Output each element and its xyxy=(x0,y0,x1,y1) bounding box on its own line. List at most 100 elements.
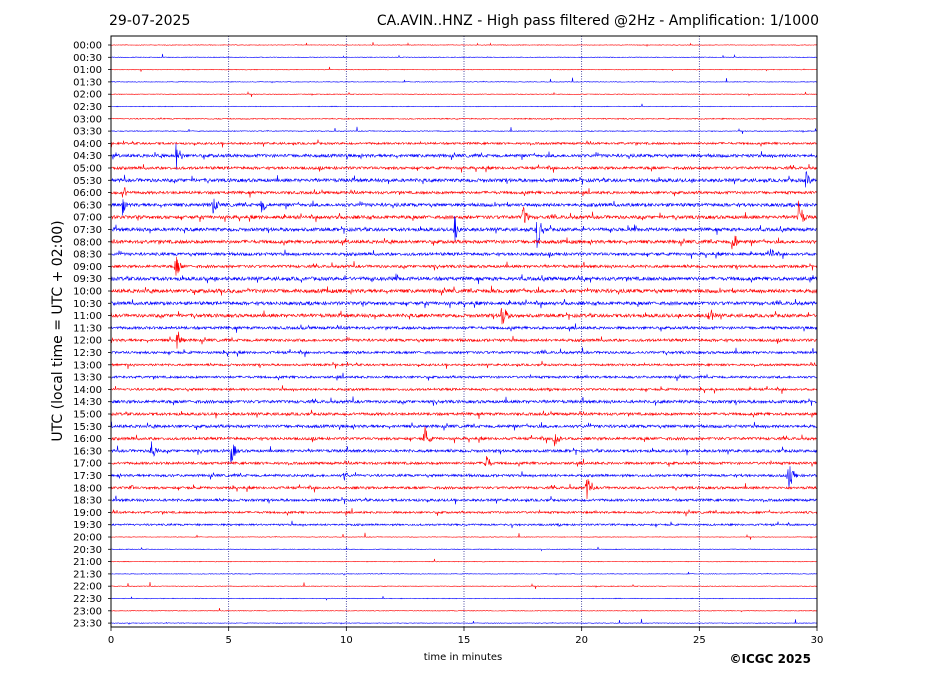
y-tick-label: 07:30 xyxy=(73,225,102,236)
trace-0500 xyxy=(110,163,818,173)
x-axis-ticks: 0 5 10 15 20 25 30 xyxy=(108,627,824,646)
y-tick-label: 02:00 xyxy=(73,90,102,101)
y-tick-label: 09:00 xyxy=(73,262,102,273)
y-tick-label: 03:00 xyxy=(73,114,102,125)
y-tick-label: 22:30 xyxy=(73,594,102,605)
y-tick-label: 18:00 xyxy=(73,483,102,494)
trace-0930 xyxy=(110,273,818,285)
trace-1930 xyxy=(110,520,818,529)
x-axis-label: time in minutes xyxy=(424,652,503,663)
y-tick-label: 15:30 xyxy=(73,422,102,433)
trace-1600 xyxy=(110,426,818,447)
y-tick-label: 07:00 xyxy=(73,213,102,224)
y-tick-label: 00:30 xyxy=(73,53,102,64)
trace-2100 xyxy=(110,558,817,563)
trace-1730 xyxy=(111,466,818,488)
trace-0600 xyxy=(110,187,818,198)
trace-1500 xyxy=(110,409,818,420)
trace-1900 xyxy=(110,508,818,517)
trace-0530 xyxy=(110,171,818,188)
trace-0730 xyxy=(110,215,818,248)
y-tick-label: 04:30 xyxy=(73,151,102,162)
trace-0130 xyxy=(110,77,818,84)
x-tick-label: 25 xyxy=(693,635,706,646)
trace-1300 xyxy=(110,360,818,370)
y-tick-label: 20:30 xyxy=(73,545,102,556)
y-tick-label: 14:30 xyxy=(73,397,102,408)
y-tick-label: 02:30 xyxy=(73,102,102,113)
trace-0100 xyxy=(110,66,818,72)
trace-2330 xyxy=(110,618,818,625)
trace-1700 xyxy=(110,455,818,467)
trace-0000 xyxy=(110,42,818,47)
x-tick-label: 30 xyxy=(811,635,824,646)
y-tick-label: 23:00 xyxy=(73,606,102,617)
trace-0230 xyxy=(110,103,818,108)
trace-1830 xyxy=(110,495,818,505)
trace-group xyxy=(110,42,818,625)
y-tick-label: 10:30 xyxy=(73,299,102,310)
y-tick-label: 00:00 xyxy=(73,41,102,52)
y-tick-label: 12:30 xyxy=(73,348,102,359)
trace-1230 xyxy=(110,347,818,358)
trace-0200 xyxy=(110,91,818,97)
y-tick-label: 21:30 xyxy=(73,569,102,580)
trace-1000 xyxy=(110,285,818,296)
trace-0900 xyxy=(110,256,818,276)
trace-2200 xyxy=(110,581,818,589)
y-tick-label: 06:30 xyxy=(73,200,102,211)
y-tick-label: 22:00 xyxy=(73,582,102,593)
y-tick-label: 01:30 xyxy=(73,77,102,88)
plot-frame xyxy=(110,35,818,628)
trace-2230 xyxy=(111,596,818,601)
y-tick-label: 08:00 xyxy=(73,237,102,248)
y-tick-label: 17:00 xyxy=(73,459,102,470)
vertical-grid xyxy=(228,36,700,627)
y-tick-label: 15:00 xyxy=(73,410,102,421)
y-tick-label: 10:00 xyxy=(73,287,102,298)
trace-1100 xyxy=(110,307,818,325)
y-tick-label: 12:00 xyxy=(73,336,102,347)
y-tick-label: 16:30 xyxy=(73,446,102,457)
trace-0330 xyxy=(111,126,818,134)
y-tick-label: 19:00 xyxy=(73,508,102,519)
x-tick-label: 20 xyxy=(575,635,588,646)
y-tick-label: 04:00 xyxy=(73,139,102,150)
y-tick-label: 11:00 xyxy=(73,311,102,322)
trace-1330 xyxy=(110,372,818,382)
x-tick-label: 15 xyxy=(458,635,471,646)
trace-2030 xyxy=(110,546,817,552)
y-tick-label: 13:00 xyxy=(73,360,102,371)
y-tick-label: 01:00 xyxy=(73,65,102,76)
date-label: 29-07-2025 xyxy=(109,13,190,29)
x-tick-label: 5 xyxy=(225,635,231,646)
x-tick-label: 10 xyxy=(340,635,353,646)
y-tick-label: 08:30 xyxy=(73,250,102,261)
y-tick-label: 03:30 xyxy=(73,127,102,138)
x-tick-label: 0 xyxy=(108,635,114,646)
y-tick-label: 18:30 xyxy=(73,496,102,507)
trace-0630 xyxy=(110,198,818,216)
trace-1630 xyxy=(110,441,818,464)
trace-0030 xyxy=(110,53,818,59)
y-tick-label: 13:30 xyxy=(73,373,102,384)
trace-2000 xyxy=(110,532,818,540)
y-tick-label: 09:30 xyxy=(73,274,102,285)
y-tick-label: 23:30 xyxy=(73,619,102,630)
y-tick-label: 05:30 xyxy=(73,176,102,187)
trace-0300 xyxy=(110,116,818,121)
trace-1430 xyxy=(110,396,818,406)
y-tick-label: 20:00 xyxy=(73,533,102,544)
chart-title: CA.AVIN..HNZ - High pass filtered @2Hz -… xyxy=(377,13,819,29)
y-tick-label: 21:00 xyxy=(73,557,102,568)
y-tick-label: 19:30 xyxy=(73,520,102,531)
trace-0430 xyxy=(110,143,818,170)
trace-2300 xyxy=(110,608,818,613)
y-tick-label: 17:30 xyxy=(73,471,102,482)
trace-0830 xyxy=(110,248,818,259)
trace-1130 xyxy=(110,323,818,333)
y-tick-label: 14:00 xyxy=(73,385,102,396)
